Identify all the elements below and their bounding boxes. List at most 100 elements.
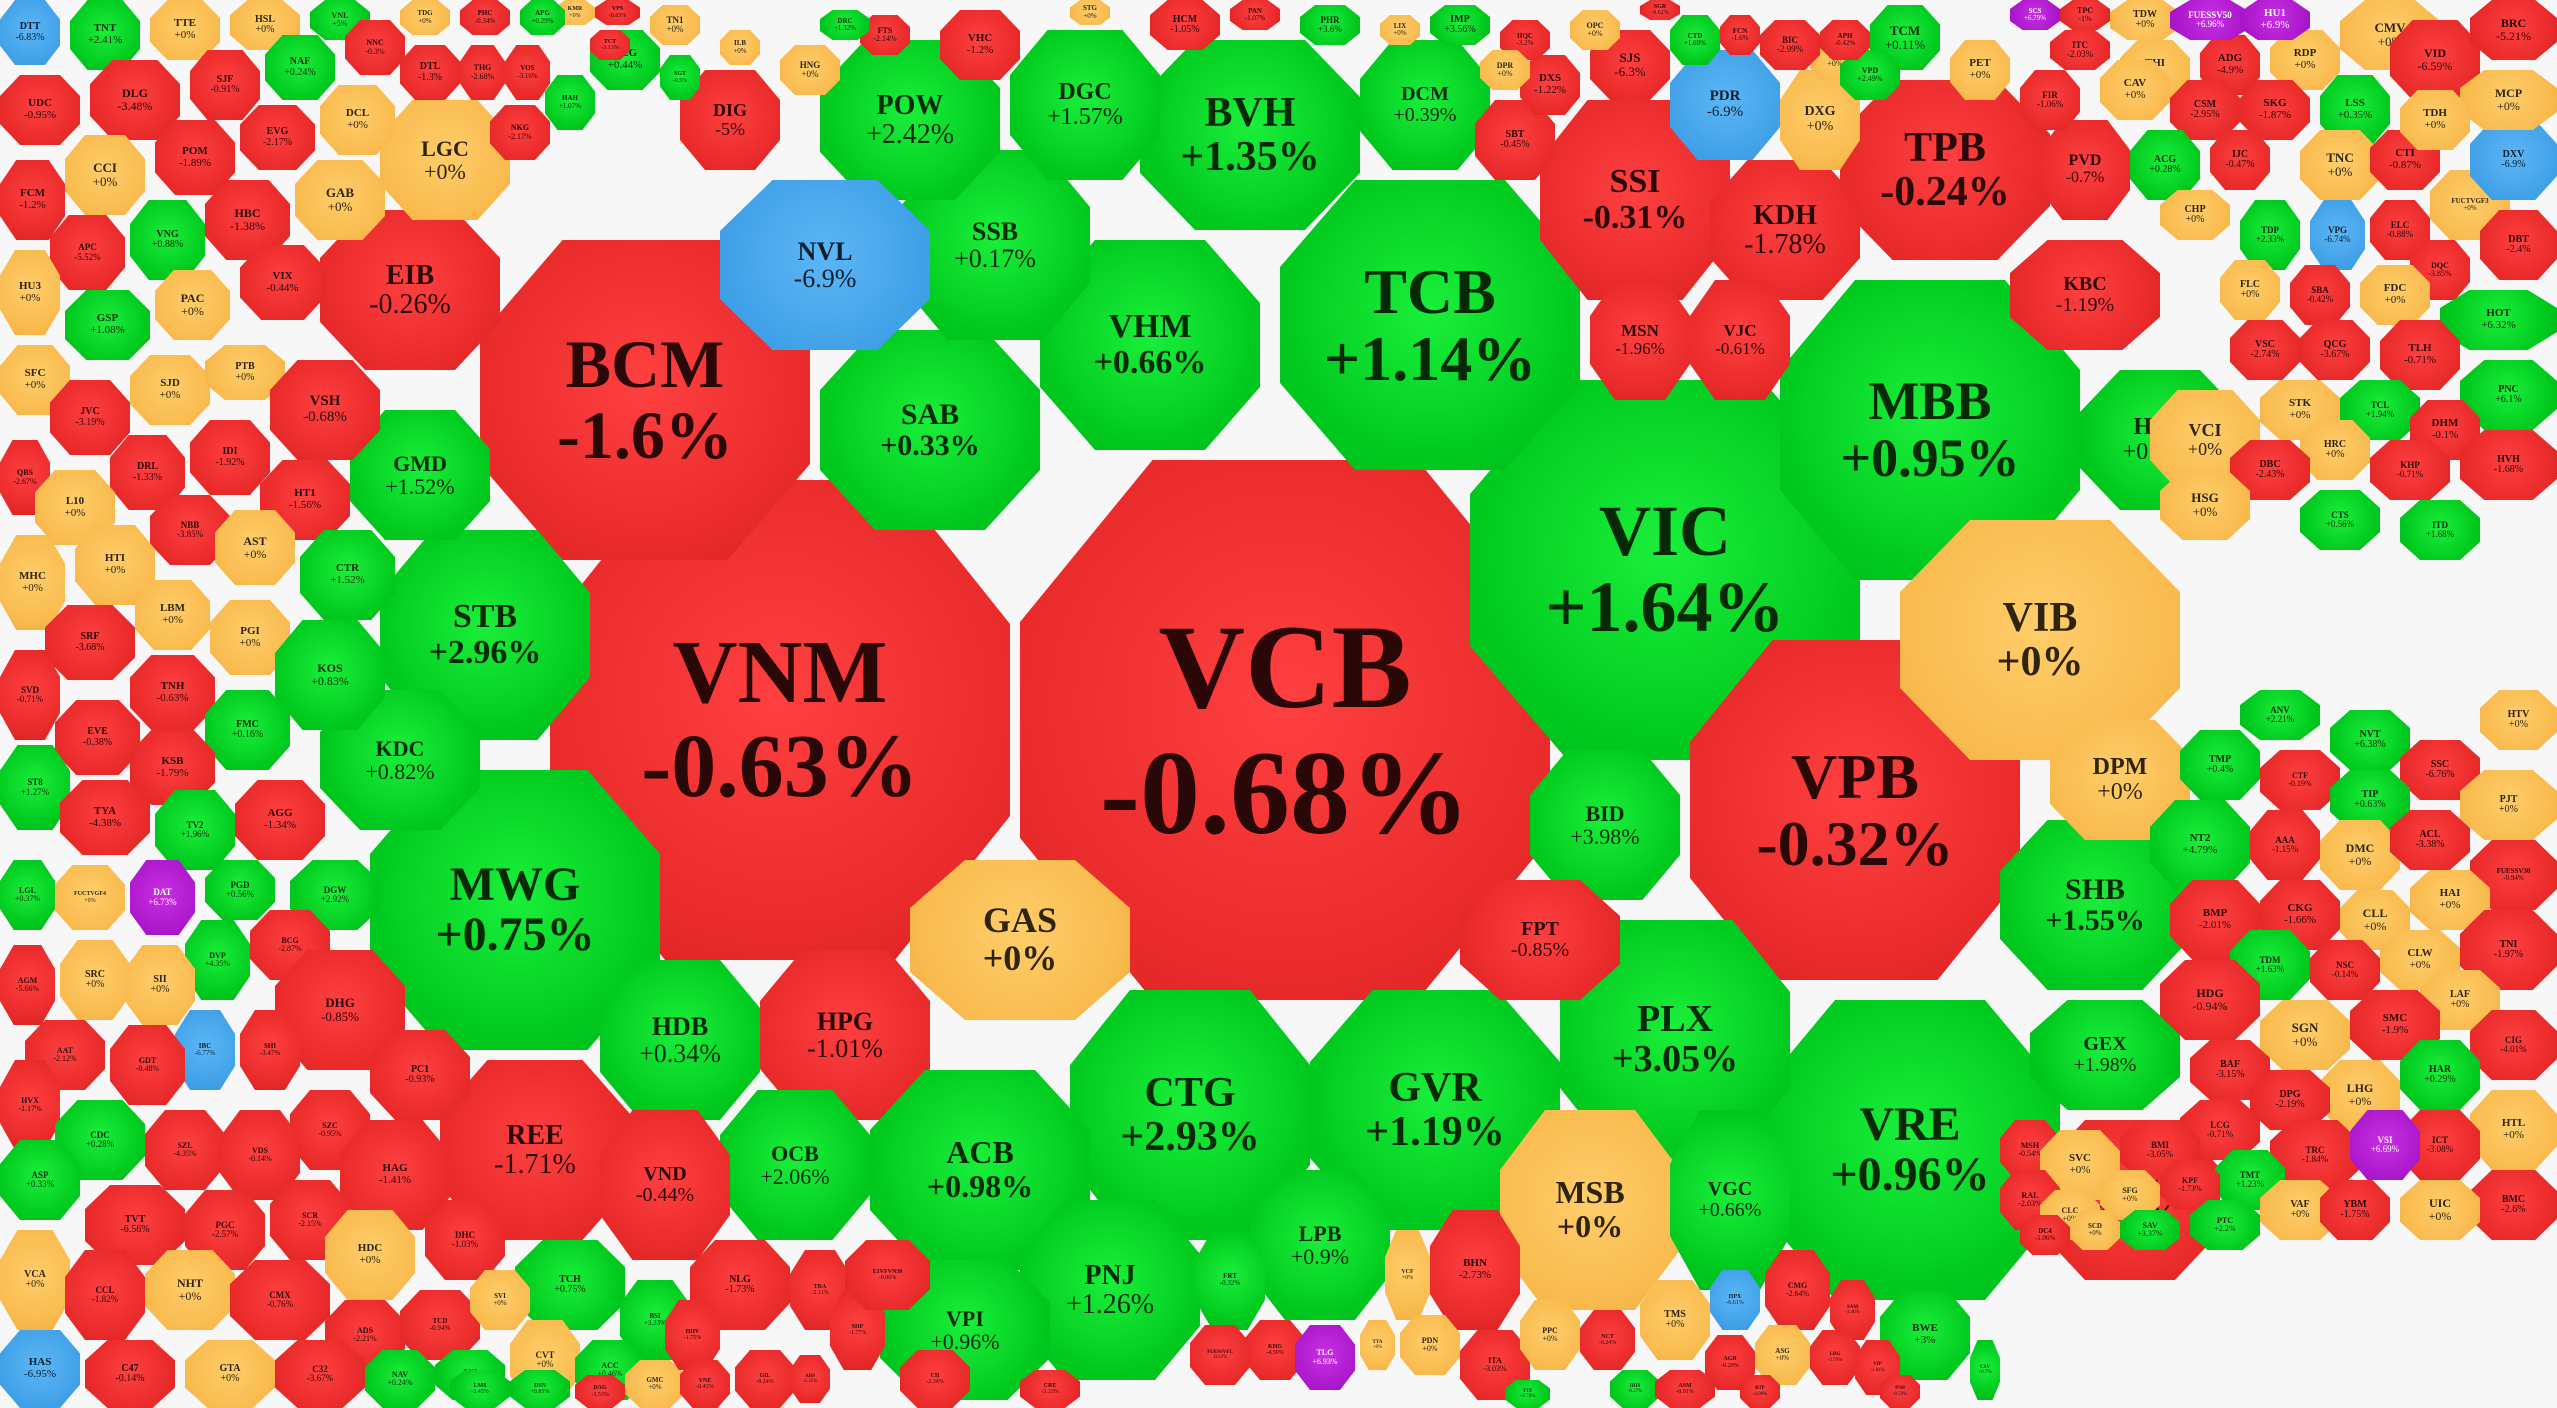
stock-cell-tta[interactable]: TTA +0% [1360,1320,1395,1370]
stock-cell-tlh[interactable]: TLH -0.71% [2380,320,2460,390]
stock-cell-nnc[interactable]: NNC -0.3% [345,20,405,75]
stock-cell-hdg[interactable]: HDG -0.94% [2160,960,2260,1040]
stock-cell-fcn[interactable]: FCN -1.6% [1720,15,1760,55]
stock-cell-pvd[interactable]: PVD -0.7% [2040,120,2130,220]
stock-cell-hvh[interactable]: HVH -1.68% [2460,430,2557,500]
stock-cell-hsg[interactable]: HSG +0% [2160,470,2250,540]
stock-cell-ssc[interactable]: SSC -6.76% [2400,740,2480,800]
stock-cell-lix[interactable]: LIX +0% [1380,15,1420,45]
stock-cell-kos[interactable]: KOS +0.83% [275,620,385,730]
stock-cell-fdc[interactable]: FDC +0% [2360,265,2430,325]
stock-cell-thg[interactable]: THG -2.68% [460,45,505,100]
stock-cell-tv2[interactable]: TV2 +1.96% [155,790,235,870]
stock-cell-pnj[interactable]: PNJ +1.26% [1020,1200,1200,1380]
stock-cell-sjd[interactable]: SJD +0% [130,355,210,425]
stock-cell-tdh[interactable]: TDH +0% [2400,90,2470,150]
stock-cell-ctf[interactable]: CTF -0.19% [2260,750,2340,810]
stock-cell-ibc[interactable]: IBC -6.77% [175,1010,235,1090]
stock-cell-lpb[interactable]: LPB +0.9% [1250,1170,1390,1320]
stock-cell-vca[interactable]: VCA +0% [0,1230,70,1330]
stock-cell-hrc[interactable]: HRC +0% [2300,420,2370,480]
stock-cell-dcl[interactable]: DCL +0% [320,85,395,155]
stock-cell-mcp[interactable]: MCP +0% [2460,70,2557,130]
stock-cell-vhc[interactable]: VHC -1.2% [940,10,1020,80]
stock-cell-brc[interactable]: BRC -5.21% [2470,0,2557,60]
stock-cell-sjf[interactable]: SJF -0.91% [190,50,260,120]
stock-cell-cts[interactable]: CTS +0.56% [2300,490,2380,550]
stock-cell-hcm[interactable]: HCM -1.05% [1150,0,1220,50]
stock-cell-bic[interactable]: BIC -2.99% [1760,20,1820,70]
stock-cell-stb[interactable]: STB +2.96% [380,530,590,740]
stock-cell-fir[interactable]: FIR -1.06% [2020,70,2080,130]
stock-cell-tms[interactable]: TMS +0% [1640,1280,1710,1360]
stock-cell-gex[interactable]: GEX +1.98% [2030,1000,2180,1110]
stock-cell-naf[interactable]: NAF +0.24% [265,35,335,100]
stock-cell-gsp[interactable]: GSP +1.08% [65,290,150,360]
stock-cell-pom[interactable]: POM -1.89% [155,120,235,195]
stock-cell-pdn[interactable]: PDN +0% [1400,1315,1460,1375]
stock-cell-pc1[interactable]: PC1 -0.93% [370,1030,470,1120]
stock-cell-msb[interactable]: MSB +0% [1500,1110,1680,1310]
stock-cell-ocb[interactable]: OCB +2.06% [720,1090,870,1240]
stock-cell-dvp[interactable]: DVP +4.35% [185,920,250,1000]
stock-cell-flc[interactable]: FLC +0% [2220,260,2280,320]
stock-cell-e1vfvn30[interactable]: E1VFVN30 -0.06% [845,1240,930,1310]
stock-cell-hot[interactable]: HOT +6.32% [2440,290,2557,350]
stock-cell-hhv[interactable]: HHV -1.75% [665,1300,720,1370]
stock-cell-dhc[interactable]: DHC -1.03% [425,1200,505,1280]
stock-cell-idi[interactable]: IDI -1.92% [190,420,270,495]
stock-cell-vnd[interactable]: VND -0.44% [600,1110,730,1260]
stock-cell-aaa[interactable]: AAA -1.15% [2250,810,2320,880]
stock-cell-frt[interactable]: FRT -0.32% [1195,1230,1265,1330]
stock-cell-scd[interactable]: SCD +0% [2070,1210,2120,1250]
stock-cell-tcb[interactable]: TCB +1.14% [1280,180,1580,470]
stock-cell-hdc[interactable]: HDC +0% [325,1210,415,1300]
stock-cell-bvh[interactable]: BVH +1.35% [1140,40,1360,230]
stock-cell-nsc[interactable]: NSC -0.14% [2310,940,2380,1000]
stock-cell-csv[interactable]: CSV +0.7% [1970,1340,2000,1400]
stock-cell-tch[interactable]: TCH +0.75% [515,1240,625,1330]
stock-cell-sgt[interactable]: SGT -0.5% [660,55,700,100]
stock-cell-hah[interactable]: HAH +1.07% [545,75,595,130]
stock-cell-fuessvfl[interactable]: FUESSVFL -0.22% [1190,1325,1250,1385]
stock-cell-dat[interactable]: DAT +6.73% [130,860,195,935]
stock-cell-lbm[interactable]: LBM +0% [135,580,210,650]
stock-cell-dsn[interactable]: DSN +0.85% [510,1370,570,1408]
stock-cell-sii[interactable]: SII +0% [125,945,195,1025]
stock-cell-c47[interactable]: C47 -0.14% [85,1340,175,1408]
stock-cell-sab[interactable]: SAB +0.33% [820,330,1040,530]
stock-cell-ilb[interactable]: ILB +0% [720,30,760,65]
stock-cell-khp[interactable]: KHP -0.71% [2370,440,2450,500]
stock-cell-acl[interactable]: ACL -3.38% [2390,810,2470,870]
stock-cell-tlg[interactable]: TLG +6.93% [1295,1325,1355,1390]
stock-cell-ppc[interactable]: PPC +0% [1520,1300,1580,1370]
stock-cell-fcm[interactable]: FCM -1.2% [0,160,65,240]
stock-cell-nvt[interactable]: NVT +6.38% [2330,710,2410,770]
stock-cell-mhc[interactable]: MHC +0% [0,535,65,630]
stock-cell-c32[interactable]: C32 -3.67% [275,1340,365,1408]
stock-cell-uic[interactable]: UIC +0% [2400,1180,2480,1240]
stock-cell-svi[interactable]: SVI +0% [470,1270,530,1330]
stock-cell-shi[interactable]: SHI -3.47% [240,1010,300,1090]
stock-cell-vng[interactable]: VNG +0.88% [130,200,205,280]
stock-cell-sgr[interactable]: SGR -0.62% [1640,0,1680,20]
stock-cell-vne[interactable]: VNE -0.43% [680,1360,730,1408]
stock-cell-tcd[interactable]: TCD -0.94% [400,1290,480,1360]
stock-cell-tya[interactable]: TYA -4.38% [60,780,150,855]
stock-cell-tdw[interactable]: TDW +0% [2110,0,2180,40]
stock-cell-nkg[interactable]: NKG -2.17% [490,105,550,160]
stock-cell-dmc[interactable]: DMC +0% [2320,820,2400,890]
stock-cell-drc[interactable]: DRC +1.32% [820,10,870,40]
stock-cell-vix[interactable]: VIX -0.44% [240,245,325,320]
stock-cell-hng[interactable]: HNG +0% [780,45,840,95]
stock-cell-ybm[interactable]: YBM -1.75% [2320,1180,2390,1240]
stock-cell-lm8[interactable]: LM8 -3.45% [450,1370,510,1408]
stock-cell-sgn[interactable]: SGN +0% [2260,1000,2350,1070]
stock-cell-htl[interactable]: HTL +0% [2470,1090,2557,1170]
stock-cell-vsh[interactable]: VSH -0.68% [270,360,380,460]
stock-cell-chp[interactable]: CHP +0% [2160,190,2230,240]
stock-cell-pgd[interactable]: PGD +0.56% [205,860,275,920]
stock-cell-st8[interactable]: ST8 +1.27% [0,745,70,830]
stock-cell-hu3[interactable]: HU3 +0% [0,250,60,335]
stock-cell-ijc[interactable]: IJC -0.47% [2210,130,2270,190]
